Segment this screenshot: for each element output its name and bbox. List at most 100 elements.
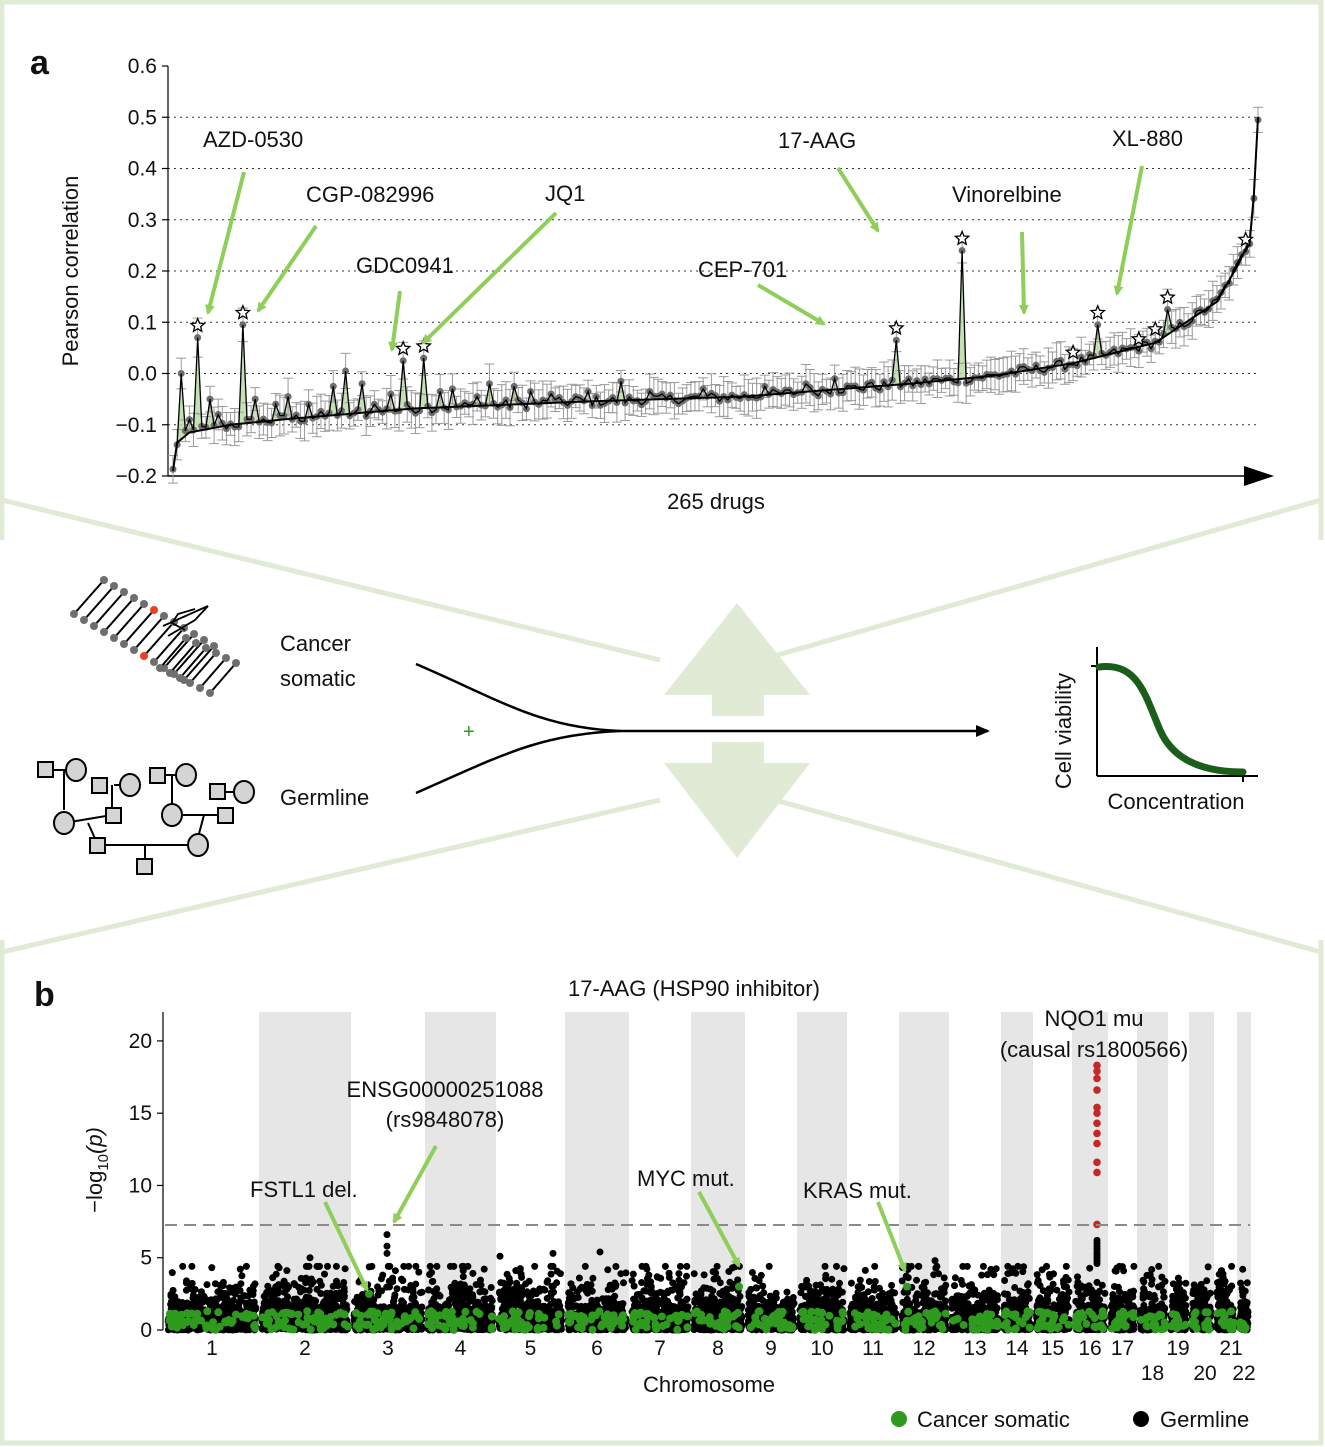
panel-b-significant-points bbox=[306, 1061, 1101, 1298]
annotation-myc: MYC mut. bbox=[637, 1166, 735, 1191]
annotation-ensg-line1: ENSG00000251088 bbox=[347, 1077, 544, 1102]
annotation-nqo1-line1: NQO1 mu bbox=[1044, 1006, 1143, 1031]
somatic-point-myc bbox=[735, 1282, 743, 1291]
panel-a-ylabel: Pearson correlation bbox=[58, 176, 83, 367]
chromosome-label: 5 bbox=[525, 1337, 537, 1360]
dna-rung bbox=[199, 657, 227, 689]
y-tick-label: 15 bbox=[129, 1102, 152, 1125]
annotation-xl880: XL-880 bbox=[1112, 126, 1183, 151]
star-icon bbox=[189, 316, 206, 333]
panel-a-points bbox=[169, 116, 1262, 473]
panel-a-stars bbox=[189, 229, 1254, 360]
dna-node bbox=[100, 628, 108, 636]
y-tick-label: 5 bbox=[140, 1247, 152, 1270]
chromosome-label: 2 bbox=[299, 1337, 311, 1360]
ylabel-suffix: (p) bbox=[82, 1127, 107, 1154]
germline-point bbox=[496, 1252, 504, 1260]
chromosome-label: 4 bbox=[455, 1337, 467, 1360]
x-axis-arrow-icon bbox=[1244, 466, 1274, 486]
dna-node bbox=[150, 658, 158, 666]
chromosome-stripe bbox=[1189, 1012, 1214, 1330]
y-tick-label: 0.0 bbox=[128, 363, 157, 386]
dna-rung bbox=[113, 603, 145, 639]
dna-node bbox=[222, 654, 230, 662]
annotation-nqo1-line2: (causal rs1800566) bbox=[1000, 1037, 1188, 1062]
panel-a-yticks: 0.6 0.5 0.4 0.3 0.2 0.1 0.0 −0.1 −0.2 bbox=[116, 55, 168, 488]
panel-b-title: 17-AAG (HSP90 inhibitor) bbox=[568, 976, 820, 1001]
y-tick-label: 0.4 bbox=[128, 158, 158, 181]
legend-germline-marker bbox=[1133, 1411, 1149, 1427]
chromosome-label: 1 bbox=[206, 1337, 218, 1360]
y-tick-label: 0.1 bbox=[128, 311, 157, 334]
chromosome-label: 21 bbox=[1219, 1337, 1242, 1360]
star-icon bbox=[1089, 304, 1107, 320]
dna-rung bbox=[209, 662, 237, 694]
y-tick-label: 0.3 bbox=[128, 209, 157, 232]
dna-node bbox=[110, 582, 118, 590]
dose-response-inset: Cell viability Concentration bbox=[1051, 647, 1258, 814]
ylabel-prefix: −log bbox=[82, 1171, 107, 1213]
chromosome-label: 13 bbox=[963, 1337, 986, 1360]
panel-b-yticks: 20 15 10 5 0 bbox=[129, 1030, 163, 1342]
dna-rung bbox=[73, 579, 105, 615]
chromosome-label: 7 bbox=[654, 1337, 666, 1360]
dna-node bbox=[186, 679, 194, 687]
chromosome-label: 10 bbox=[810, 1337, 833, 1360]
up-arrow-icon bbox=[664, 603, 810, 716]
panel-b-letter: b bbox=[34, 976, 55, 1014]
star-icon bbox=[1064, 343, 1082, 360]
annotation-vinorelbine: Vinorelbine bbox=[952, 182, 1062, 207]
germline-point bbox=[821, 1262, 829, 1270]
y-tick-label: 0.6 bbox=[128, 55, 157, 78]
dna-node bbox=[130, 594, 138, 602]
y-tick-label: 0.5 bbox=[128, 106, 157, 129]
star-icon bbox=[1130, 330, 1148, 347]
dna-rung bbox=[153, 627, 185, 663]
panel-b-manhattan-dots bbox=[164, 1262, 1252, 1334]
germline-point bbox=[383, 1231, 391, 1239]
annotation-jq1: JQ1 bbox=[545, 181, 585, 206]
star-icon bbox=[1237, 230, 1254, 247]
dna-rung bbox=[179, 647, 207, 679]
label-cancer-line1: Cancer bbox=[280, 631, 351, 656]
y-tick-label: −0.1 bbox=[116, 414, 157, 437]
germline-point bbox=[931, 1257, 939, 1265]
dna-node bbox=[196, 684, 204, 692]
viability-curve bbox=[1095, 663, 1247, 776]
significant-point-nqo1 bbox=[1093, 1168, 1101, 1177]
dna-node bbox=[192, 639, 200, 647]
significant-point-nqo1 bbox=[1093, 1119, 1101, 1128]
chromosome-label: 22 bbox=[1232, 1362, 1255, 1385]
dna-rung bbox=[143, 621, 175, 657]
dna-node bbox=[200, 636, 208, 644]
star-icon bbox=[234, 304, 252, 320]
panel-a-letter: a bbox=[30, 44, 50, 82]
dna-rung bbox=[189, 652, 217, 684]
dna-node bbox=[156, 664, 164, 672]
panel-a-annotations: AZD-0530 CGP-082996 GDC0941 JQ1 CEP-701 … bbox=[203, 126, 1183, 282]
chromosome-label: 18 bbox=[1141, 1362, 1164, 1385]
label-germline: Germline bbox=[280, 785, 369, 810]
legend-somatic-label: Cancer somatic bbox=[917, 1407, 1070, 1432]
dna-node bbox=[202, 644, 210, 652]
germline-point bbox=[383, 1242, 391, 1250]
annotation-ensg-line2: (rs9848078) bbox=[386, 1107, 505, 1132]
panel-b-ylabel: −log10(p) bbox=[82, 1127, 112, 1213]
y-tick-label: 20 bbox=[129, 1030, 152, 1053]
significant-point-nqo1 bbox=[1093, 1074, 1101, 1083]
dna-node bbox=[150, 606, 158, 614]
panel-b-annotation-arrows bbox=[323, 1145, 907, 1292]
panel-a-correlation-line bbox=[172, 119, 1259, 470]
chromosome-stripe bbox=[797, 1012, 847, 1330]
dna-node bbox=[140, 652, 148, 660]
germline-point-chr16 bbox=[1093, 1236, 1101, 1244]
chromosome-label: 19 bbox=[1166, 1337, 1189, 1360]
annotation-17aag: 17-AAG bbox=[778, 128, 856, 153]
annotation-kras: KRAS mut. bbox=[803, 1178, 912, 1203]
dna-rung bbox=[133, 615, 165, 651]
dna-node bbox=[70, 610, 78, 618]
panel-a-annotation-arrows bbox=[205, 165, 1144, 352]
y-tick-label: 0 bbox=[140, 1319, 152, 1342]
germline-point bbox=[306, 1254, 314, 1262]
